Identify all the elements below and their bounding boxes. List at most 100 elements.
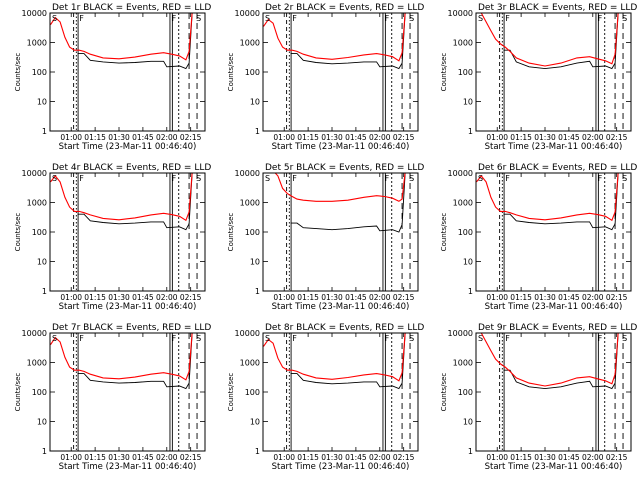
marker-label: S <box>409 334 414 343</box>
marker-label: F <box>598 334 603 343</box>
x-tick-label: 02:15 <box>606 133 628 142</box>
series-line-events <box>77 333 193 390</box>
x-tick-label: 02:00 <box>582 453 604 462</box>
marker-label: F <box>292 174 297 183</box>
y-tick-label: 1000 <box>240 199 260 208</box>
x-tick-label: 02:00 <box>369 133 391 142</box>
series-line-lld <box>480 333 619 387</box>
x-tick-label: 01:45 <box>345 453 367 462</box>
y-tick-label: 1000 <box>453 359 473 368</box>
y-tick-label: 10000 <box>448 169 473 178</box>
y-tick-label: 100 <box>32 68 47 77</box>
marker-label: F <box>385 14 390 23</box>
panel-title: Det 9r BLACK = Events, RED = LLD <box>478 323 637 333</box>
series-line-events <box>290 333 406 390</box>
x-tick-label: 01:15 <box>510 133 532 142</box>
x-tick-label: 01:15 <box>297 293 319 302</box>
marker-label: F <box>505 174 510 183</box>
marker-label: S <box>622 14 627 23</box>
plot-frame <box>475 332 632 452</box>
y-tick-label: 1000 <box>27 199 47 208</box>
plot-frame <box>475 172 632 292</box>
x-tick-label: 02:15 <box>606 293 628 302</box>
y-tick-label: 10 <box>37 418 47 427</box>
x-tick-label: 01:45 <box>132 133 154 142</box>
y-tick-label: 10000 <box>22 169 47 178</box>
y-tick-label: 1 <box>255 287 260 296</box>
x-tick-label: 01:00 <box>486 293 508 302</box>
y-tick-label: 10000 <box>448 9 473 18</box>
plot-frame <box>262 172 419 292</box>
marker-label: S <box>409 14 414 23</box>
marker-label: F <box>385 174 390 183</box>
x-tick-label: 02:15 <box>393 133 415 142</box>
plot-frame <box>49 332 206 452</box>
series-line-lld <box>476 173 619 222</box>
series-line-lld <box>263 13 406 62</box>
marker-label: F <box>79 14 84 23</box>
x-tick-label: 01:15 <box>510 293 532 302</box>
x-tick-label: 01:30 <box>321 293 343 302</box>
panel-title: Det 2r BLACK = Events, RED = LLD <box>265 3 424 13</box>
y-tick-label: 1000 <box>240 39 260 48</box>
x-tick-label: 01:15 <box>84 133 106 142</box>
x-tick-label: 02:15 <box>393 293 415 302</box>
x-tick-label: 01:30 <box>534 453 556 462</box>
x-tick-label: 01:30 <box>534 293 556 302</box>
marker-label: S <box>409 174 414 183</box>
y-tick-label: 1 <box>468 287 473 296</box>
panel-det-8: Det 8r BLACK = Events, RED = LLD 1 10 100 10… <box>227 323 424 472</box>
marker-label: S <box>265 174 270 183</box>
x-tick-label: 02:00 <box>582 133 604 142</box>
series-line-lld <box>274 173 406 202</box>
y-axis-label: Counts/sec <box>227 53 235 92</box>
panel-title: Det 1r BLACK = Events, RED = LLD <box>52 3 211 13</box>
marker-label: F <box>505 334 510 343</box>
panel-det-3: Det 3r BLACK = Events, RED = LLD 1 10 100 10… <box>440 3 637 152</box>
panel-title: Det 8r BLACK = Events, RED = LLD <box>265 323 424 333</box>
x-tick-label: 01:45 <box>132 293 154 302</box>
x-axis-label: Start Time (23-Mar-11 00:46:40) <box>272 462 410 472</box>
marker-label: S <box>265 14 270 23</box>
y-tick-label: 1 <box>42 127 47 136</box>
x-axis-label: Start Time (23-Mar-11 00:46:40) <box>272 302 410 312</box>
x-axis-label: Start Time (23-Mar-11 00:46:40) <box>272 142 410 152</box>
x-tick-label: 01:30 <box>321 453 343 462</box>
x-tick-label: 02:15 <box>393 453 415 462</box>
y-tick-label: 10000 <box>448 329 473 338</box>
y-tick-label: 100 <box>458 228 473 237</box>
panel-det-5: Det 5r BLACK = Events, RED = LLD 1 10 100 10… <box>227 163 424 312</box>
x-tick-label: 01:00 <box>60 453 82 462</box>
panel-det-9: Det 9r BLACK = Events, RED = LLD 1 10 100 10… <box>440 323 637 472</box>
x-tick-label: 01:15 <box>84 293 106 302</box>
series-line-events <box>77 173 193 231</box>
marker-label: F <box>598 14 603 23</box>
x-tick-label: 02:00 <box>369 453 391 462</box>
y-axis-label: Counts/sec <box>440 373 448 412</box>
y-tick-label: 10 <box>463 258 473 267</box>
marker-label: F <box>385 334 390 343</box>
marker-label: F <box>292 14 297 23</box>
y-tick-label: 1000 <box>453 39 473 48</box>
y-tick-label: 10000 <box>22 9 47 18</box>
x-tick-label: 01:30 <box>108 293 130 302</box>
series-line-events <box>503 333 619 390</box>
x-tick-label: 01:15 <box>510 453 532 462</box>
marker-label: F <box>598 174 603 183</box>
x-tick-label: 01:00 <box>273 293 295 302</box>
series-line-events <box>290 173 406 233</box>
plot-frame <box>49 172 206 292</box>
x-tick-label: 02:00 <box>582 293 604 302</box>
x-axis-label: Start Time (23-Mar-11 00:46:40) <box>59 302 197 312</box>
y-tick-label: 1 <box>468 447 473 456</box>
y-tick-label: 10 <box>37 258 47 267</box>
x-tick-label: 02:15 <box>180 133 202 142</box>
y-tick-label: 1 <box>468 127 473 136</box>
marker-label: S <box>196 174 201 183</box>
x-tick-label: 01:00 <box>60 133 82 142</box>
x-tick-label: 01:30 <box>108 453 130 462</box>
x-tick-label: 02:15 <box>180 293 202 302</box>
y-tick-label: 1000 <box>27 359 47 368</box>
series-line-lld <box>50 13 193 61</box>
